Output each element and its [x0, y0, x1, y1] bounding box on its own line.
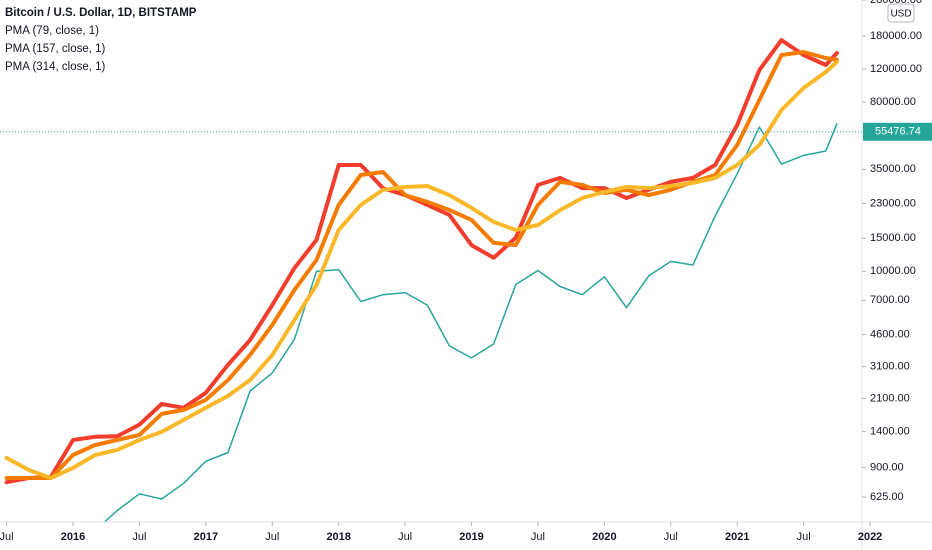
x-tick-label: Jul [0, 531, 14, 543]
y-tick-label: 7000.00 [870, 294, 910, 306]
series-line [4, 38, 839, 485]
x-tick-label: 2021 [725, 531, 749, 543]
series-line [4, 60, 839, 480]
y-tick-label: 900.00 [870, 461, 904, 473]
legend-entry: PMA (79, close, 1) [5, 25, 99, 37]
x-tick-label: 2018 [326, 531, 350, 543]
y-tick-label: 1400.00 [870, 425, 910, 437]
series-line [103, 122, 838, 522]
x-tick-label: 2017 [194, 531, 218, 543]
y-tick-label: 15000.00 [870, 232, 916, 244]
time-axis [0, 522, 932, 550]
y-tick-label: 35000.00 [870, 163, 916, 175]
y-tick-label: 3100.00 [870, 361, 910, 373]
last-price-label: 55476.74 [875, 126, 921, 138]
legend-entry: PMA (157, close, 1) [5, 43, 106, 55]
x-tick-label: 2019 [459, 531, 483, 543]
legend: Bitcoin / U.S. Dollar, 1D, BITSTAMP PMA (… [5, 7, 197, 73]
y-tick-label: 625.00 [870, 491, 904, 503]
y-tick-label: 10000.00 [870, 265, 916, 277]
last-price-box [863, 122, 932, 141]
x-tick-label: 2016 [61, 531, 85, 543]
x-tick-label: Jul [132, 531, 146, 543]
x-tick-label: Jul [664, 531, 678, 543]
x-tick-label: Jul [797, 531, 811, 543]
currency-badge[interactable] [887, 3, 915, 23]
x-tick-label: 2022 [858, 531, 882, 543]
price-axis [862, 0, 932, 550]
x-tick-label: 2020 [592, 531, 616, 543]
y-tick-label: 120000.00 [870, 63, 922, 75]
series-line [4, 50, 839, 480]
y-tick-label: 80000.00 [870, 96, 916, 108]
currency: USD [890, 9, 911, 20]
plot-area [0, 38, 862, 522]
x-tick-label: Jul [265, 531, 279, 543]
y-tick-label: 2100.00 [870, 392, 910, 404]
x-tick-label: Jul [398, 531, 412, 543]
y-tick-label: 4600.00 [870, 328, 910, 340]
x-tick-label: Jul [531, 531, 545, 543]
y-tick-label: 280000.00 [870, 0, 922, 6]
legend-entry: PMA (314, close, 1) [5, 61, 106, 73]
y-tick-label: 23000.00 [870, 197, 916, 209]
y-tick-label: 180000.00 [870, 30, 922, 42]
legend-entry: Bitcoin / U.S. Dollar, 1D, BITSTAMP [5, 7, 197, 19]
